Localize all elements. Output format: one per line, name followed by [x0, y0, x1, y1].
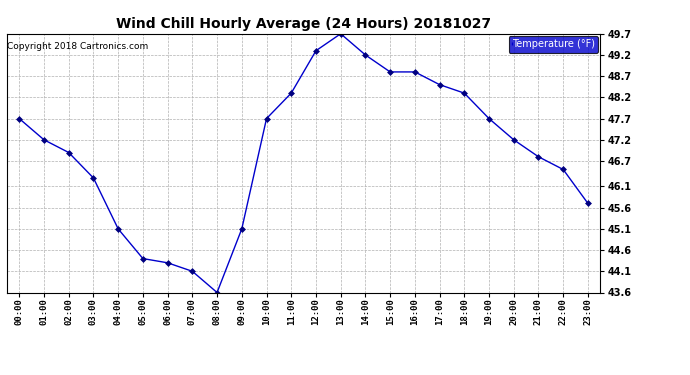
Text: Copyright 2018 Cartronics.com: Copyright 2018 Cartronics.com — [8, 42, 149, 51]
Legend: Temperature (°F): Temperature (°F) — [509, 36, 598, 52]
Title: Wind Chill Hourly Average (24 Hours) 20181027: Wind Chill Hourly Average (24 Hours) 201… — [116, 17, 491, 31]
